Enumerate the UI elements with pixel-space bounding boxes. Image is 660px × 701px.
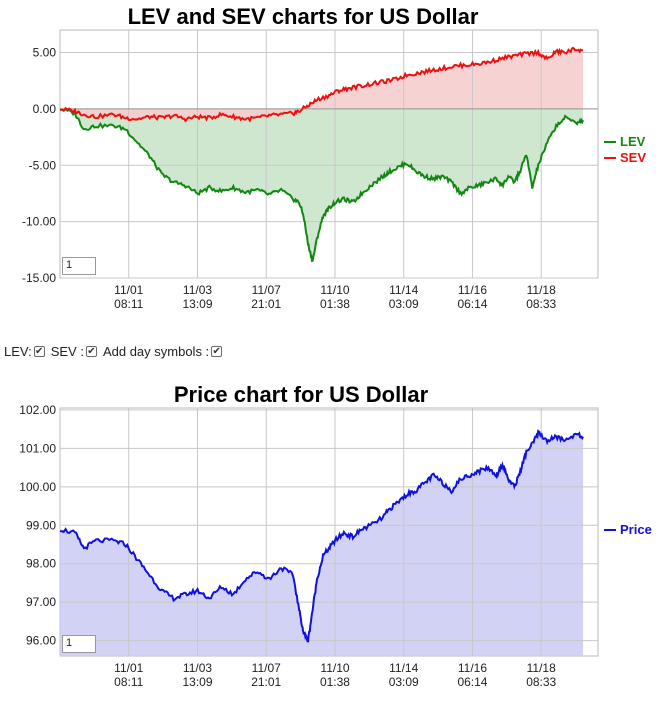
- x-tick-time: 08:33: [526, 675, 556, 689]
- price-chart: Price chart for US Dollar 102.00101.0010…: [19, 382, 652, 689]
- sev-toggle-label: SEV :: [50, 344, 84, 359]
- lev-chart-title: LEV and SEV charts for US Dollar: [128, 4, 479, 29]
- x-tick-date: 11/07: [252, 283, 281, 297]
- y-tick-label: 97.00: [26, 595, 56, 609]
- sev-checkbox[interactable]: ✔: [85, 345, 97, 357]
- y-tick-label: 99.00: [26, 518, 56, 532]
- price-chart-title: Price chart for US Dollar: [174, 382, 429, 407]
- x-tick-date: 11/10: [320, 661, 349, 675]
- x-tick-time: 03:09: [389, 297, 419, 311]
- price-zoom-input[interactable]: 1: [62, 635, 96, 653]
- y-tick-label: 5.00: [33, 46, 57, 60]
- x-tick-date: 11/07: [252, 661, 281, 675]
- x-tick-date: 11/18: [527, 283, 556, 297]
- day-symbols-toggle[interactable]: Add day symbols : ✔: [102, 344, 223, 359]
- y-tick-label: -5.00: [29, 158, 57, 172]
- x-tick-time: 01:38: [320, 675, 350, 689]
- x-tick-time: 06:14: [457, 297, 487, 311]
- y-tick-label: -10.00: [22, 215, 56, 229]
- x-tick-time: 21:01: [251, 297, 281, 311]
- series-fill-lev: [60, 108, 584, 262]
- x-tick-time: 08:11: [114, 297, 143, 311]
- x-tick-time: 21:01: [251, 675, 281, 689]
- legend-label-price: Price: [620, 522, 652, 537]
- x-tick-date: 11/14: [389, 283, 418, 297]
- x-tick-date: 11/16: [458, 283, 487, 297]
- price-plot-area[interactable]: 102.00101.00100.0099.0098.0097.0096.0011…: [19, 403, 652, 689]
- x-tick-time: 13:09: [182, 297, 212, 311]
- legend-label-sev: SEV: [620, 150, 646, 165]
- x-tick-date: 11/14: [389, 661, 418, 675]
- x-tick-date: 11/01: [114, 283, 143, 297]
- x-tick-time: 08:11: [114, 675, 143, 689]
- lev-toggle[interactable]: LEV: ✔: [4, 344, 45, 359]
- x-tick-date: 11/18: [527, 661, 556, 675]
- x-tick-time: 01:38: [320, 297, 350, 311]
- y-tick-label: -15.00: [22, 271, 56, 285]
- legend-label-lev: LEV: [620, 134, 646, 149]
- lev-sev-chart: LEV and SEV charts for US Dollar 5.00 0.0…: [22, 4, 646, 311]
- lev-zoom-input[interactable]: 1: [62, 257, 96, 275]
- y-tick-label: 0.00: [33, 102, 57, 116]
- series-line-lev: [60, 107, 585, 263]
- y-tick-label: 100.00: [19, 480, 56, 494]
- x-tick-date: 11/16: [458, 661, 487, 675]
- series-fill-price: [60, 433, 584, 656]
- x-tick-time: 03:09: [389, 675, 419, 689]
- day-symbols-label: Add day symbols :: [102, 344, 210, 359]
- x-tick-time: 08:33: [526, 297, 556, 311]
- x-tick-date: 11/01: [114, 661, 143, 675]
- y-tick-label: 96.00: [26, 634, 56, 648]
- x-tick-date: 11/03: [183, 283, 212, 297]
- y-tick-label: 98.00: [26, 557, 56, 571]
- y-tick-label: 101.00: [19, 441, 56, 455]
- x-tick-time: 13:09: [182, 675, 212, 689]
- lev-checkbox[interactable]: ✔: [33, 345, 45, 357]
- series-toggles: LEV: ✔ SEV : ✔ Add day symbols : ✔: [4, 344, 226, 359]
- y-tick-label: 102.00: [19, 403, 56, 417]
- sev-toggle[interactable]: SEV : ✔: [51, 344, 97, 359]
- lev-toggle-label: LEV:: [4, 344, 32, 359]
- series-line-price: [60, 429, 584, 643]
- x-tick-date: 11/03: [183, 661, 212, 675]
- x-tick-time: 06:14: [457, 675, 487, 689]
- day-symbols-checkbox[interactable]: ✔: [211, 345, 223, 357]
- x-tick-date: 11/10: [320, 283, 349, 297]
- series-line-sev: [59, 46, 584, 123]
